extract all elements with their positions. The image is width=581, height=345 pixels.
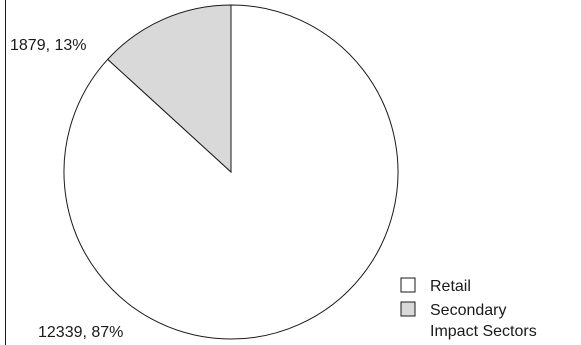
data-label-secondary-impact-sectors: 1879, 13% <box>10 37 87 54</box>
legend-label-secondary-line1: Secondary <box>430 302 507 319</box>
data-label-retail: 12339, 87% <box>38 324 123 341</box>
legend-swatch-secondary-impact-sectors <box>400 301 416 317</box>
legend-label-retail: Retail <box>430 278 471 295</box>
pie-slices <box>63 4 399 340</box>
legend-swatch-retail <box>400 277 416 293</box>
pie-slice-secondary-impact-sectors <box>107 4 232 174</box>
legend: Retail Secondary Impact Sectors <box>400 277 537 340</box>
legend-label-secondary-line2: Impact Sectors <box>430 323 537 340</box>
